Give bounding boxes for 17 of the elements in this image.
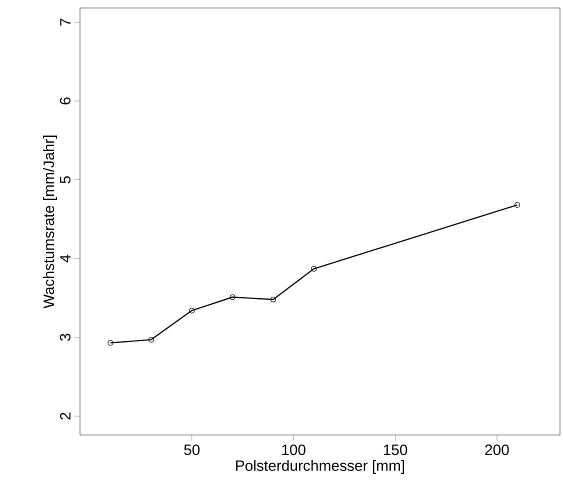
point xyxy=(148,336,154,342)
x-tick-label: 200 xyxy=(485,444,509,456)
x-tick-label: 50 xyxy=(184,444,200,456)
y-tick-label: 6 xyxy=(60,97,70,104)
x-tick-label: 150 xyxy=(384,444,408,456)
y-tick-label: 2 xyxy=(60,412,70,420)
x-tick-label: 100 xyxy=(282,444,306,456)
y-tick-label: 4 xyxy=(60,254,70,262)
point xyxy=(230,294,236,300)
y-tick-label: 3 xyxy=(60,334,70,341)
y-axis-title: Wachstumsrate [mm/Jahr] xyxy=(43,136,58,308)
point xyxy=(311,266,317,272)
point xyxy=(189,308,195,314)
point xyxy=(270,296,276,302)
x-axis-title: Polsterdurchmesser [mm] xyxy=(236,460,404,474)
y-tick-label: 7 xyxy=(60,18,70,26)
y-tick-label: 5 xyxy=(60,176,70,184)
